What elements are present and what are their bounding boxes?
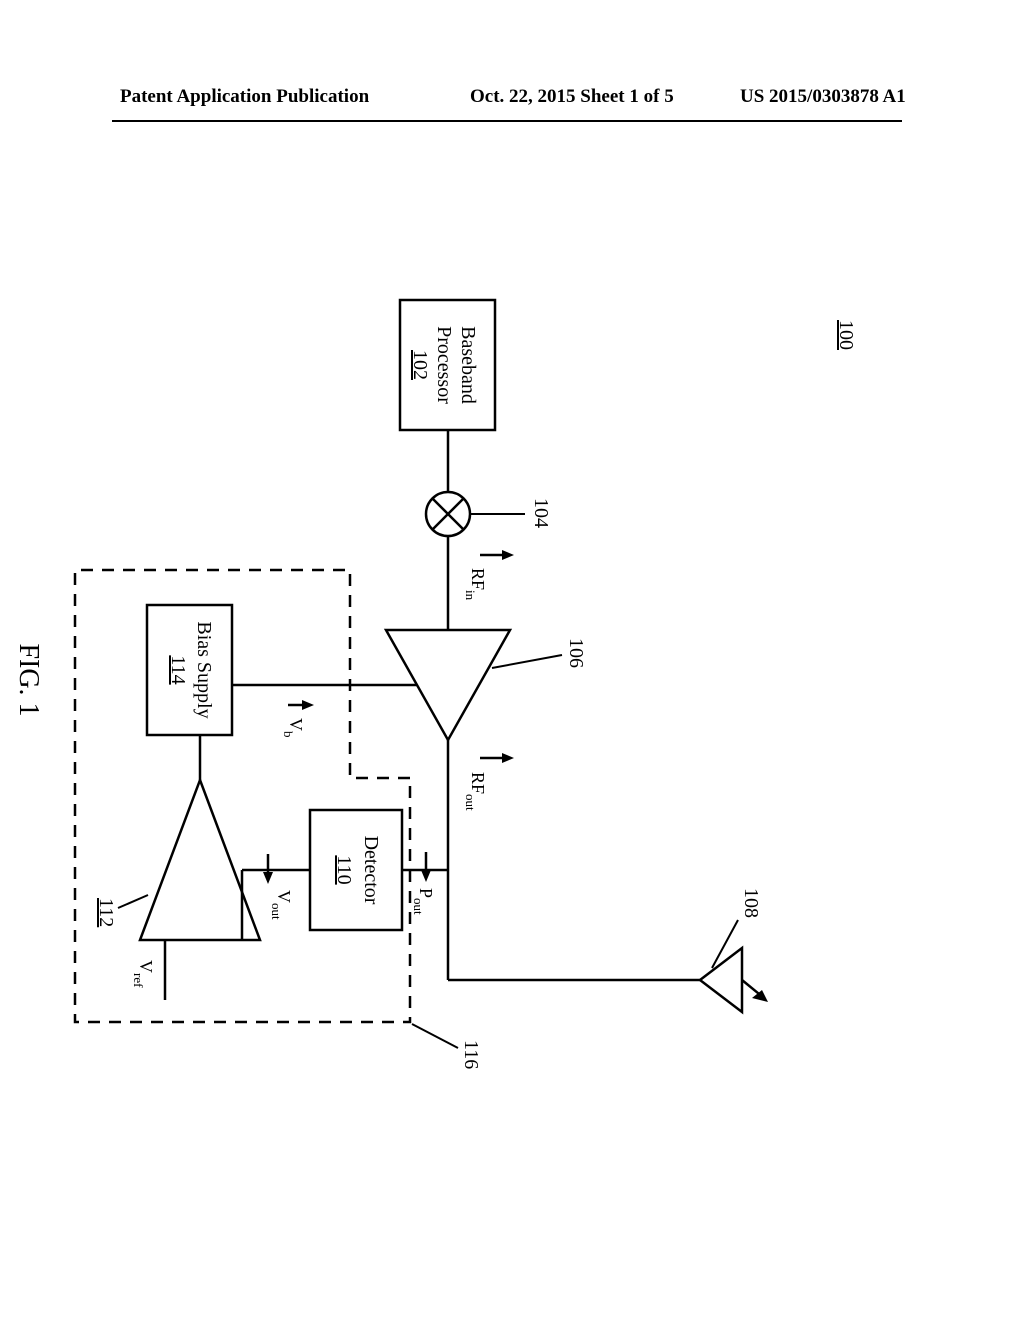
leader-106 [492, 655, 562, 668]
header-center: Oct. 22, 2015 Sheet 1 of 5 [470, 86, 674, 108]
p-out-indicator [421, 852, 431, 882]
feedback-box [75, 570, 410, 1022]
svg-text:Bias Supply: Bias Supply [193, 621, 215, 718]
ref-106: 106 [565, 638, 587, 668]
svg-text:102: 102 [409, 350, 431, 380]
svg-text:RFout: RFout [463, 772, 488, 811]
svg-text:Pout: Pout [411, 888, 436, 915]
v-out-label: Vout [269, 876, 294, 920]
svg-text:Baseband: Baseband [457, 326, 479, 404]
leader-112 [118, 895, 148, 908]
svg-text:Vb: Vb [281, 718, 306, 738]
ref-100: 100 [835, 320, 857, 350]
svg-text:110: 110 [333, 855, 355, 884]
ref-112: 112 [95, 898, 117, 927]
p-out-label: Pout [411, 878, 436, 915]
mixer-block [426, 492, 470, 536]
rf-in-label: RFin [463, 550, 514, 601]
svg-text:Vout: Vout [269, 890, 294, 920]
svg-text:RFin: RFin [463, 568, 488, 601]
bias-supply-block: Bias Supply 114 [147, 605, 232, 735]
ref-104: 104 [530, 498, 552, 528]
header-left: Patent Application Publication [120, 86, 369, 108]
baseband-processor-block: Baseband Processor 102 [400, 300, 495, 430]
svg-text:114: 114 [167, 655, 189, 684]
ref-116: 116 [460, 1040, 482, 1069]
figure-label: FIG. 1 [13, 643, 44, 716]
header-rule [112, 120, 902, 122]
svg-text:Processor: Processor [433, 326, 455, 404]
vb-label: Vb [281, 700, 314, 738]
header-right: US 2015/0303878 A1 [740, 86, 906, 108]
leader-116 [412, 1024, 458, 1048]
v-ref-label: Vref [131, 960, 156, 988]
detector-block: Detector 110 [310, 810, 402, 930]
block-diagram: 100 Baseband Processor 102 104 RFin 106 … [0, 280, 1020, 1080]
svg-text:Vref: Vref [131, 960, 156, 988]
svg-text:Detector: Detector [360, 836, 382, 905]
ref-108: 108 [740, 888, 762, 918]
rf-out-label: RFout [463, 753, 514, 811]
